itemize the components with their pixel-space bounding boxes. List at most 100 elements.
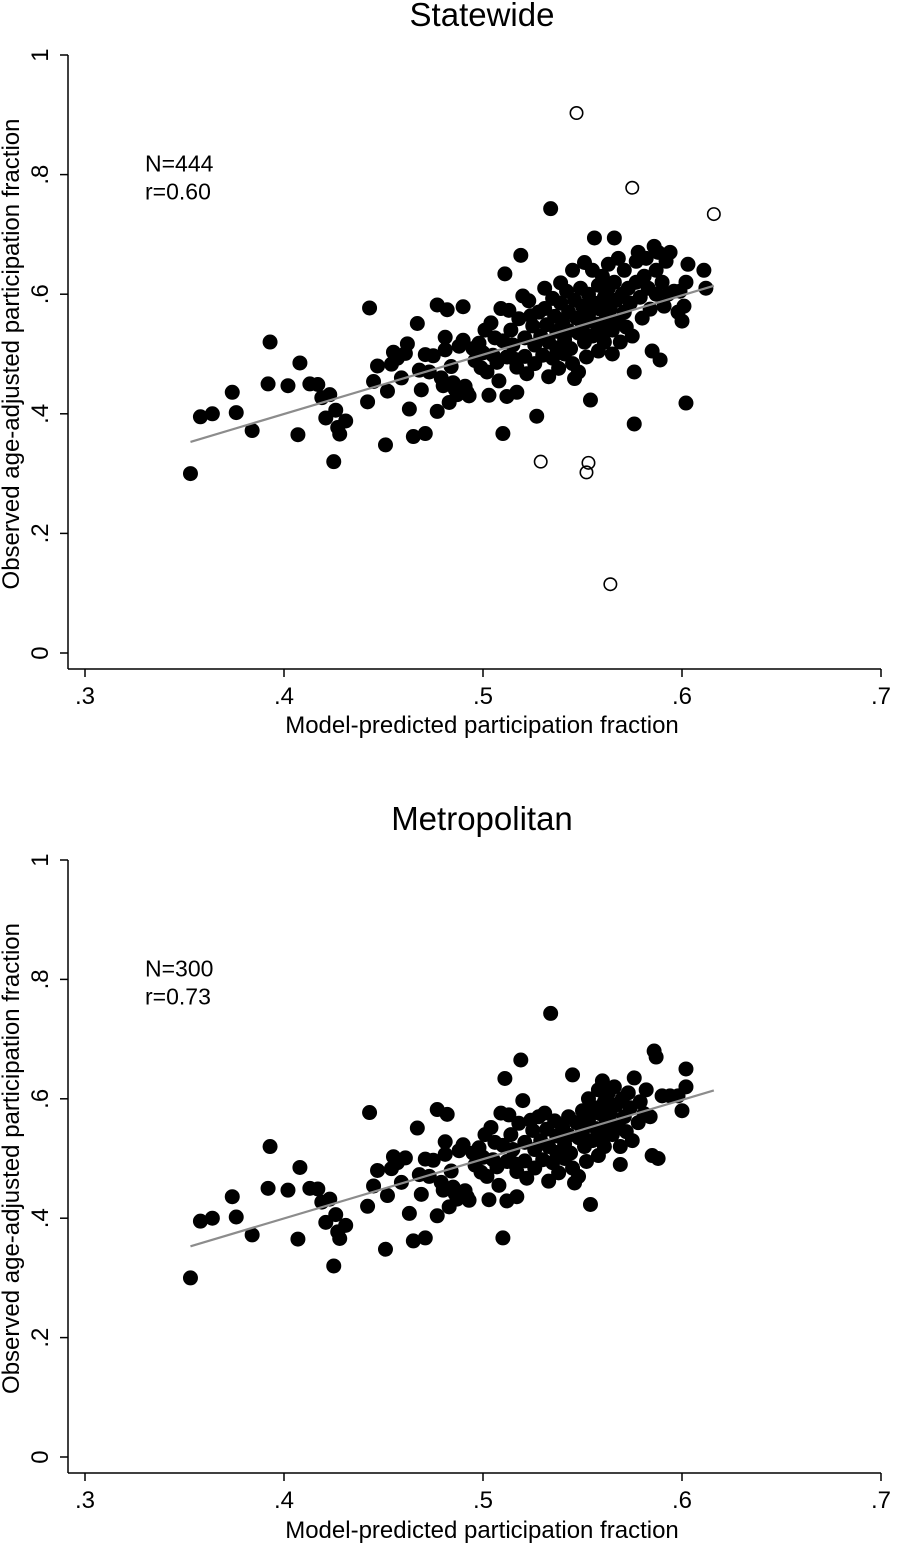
data-point [280,378,296,394]
data-point [481,387,497,403]
data-point [495,1230,511,1246]
data-point [224,1189,240,1205]
data-point [479,364,495,380]
data-point [519,366,535,382]
outlier-point [579,465,594,480]
data-point [578,1153,594,1169]
data-point [292,1159,308,1175]
data-point [565,262,581,278]
data-point [362,1105,378,1121]
data-point [541,1173,557,1189]
outlier-point [706,207,721,222]
outlier-point [533,454,548,469]
data-point [455,332,471,348]
data-point [318,1214,334,1230]
metropolitan-panel: Metropolitan .3 .4 .5 .6 .7 0 .2 .4 .6 .8 1 Model-pr… [0,800,891,1544]
y-tick-label: 1 [27,853,54,866]
x-tick-label: .4 [274,683,294,710]
data-point [654,274,670,290]
data-point [290,1231,306,1247]
y-tick-label: .4 [27,1208,54,1228]
data-point [674,313,690,329]
data-point [620,1085,636,1101]
data-point [626,364,642,380]
data-point [662,244,678,260]
data-point [543,1005,559,1021]
data-point [326,454,342,470]
data-point [674,1103,690,1119]
data-point [582,392,598,408]
data-point [326,1258,342,1274]
chart-title: Statewide [410,0,555,33]
data-point [280,1182,296,1198]
data-point [417,1230,433,1246]
data-point [461,1192,477,1208]
data-point [678,1079,694,1095]
data-point [501,1107,517,1123]
data-point [437,1134,453,1150]
data-point [429,1208,445,1224]
data-point [228,405,244,421]
annotation: r=0.60 [145,179,211,205]
data-point [377,437,393,453]
data-point [310,1181,326,1197]
y-tick-label: .6 [27,1089,54,1109]
data-point [612,1156,628,1172]
data-point [610,250,626,266]
data-point [624,1133,640,1149]
data-point [571,364,587,380]
data-point [204,1210,220,1226]
annotation: N=444 [145,151,214,177]
chart-title: Metropolitan [391,800,573,837]
data-point [515,1093,531,1109]
data-point [413,1186,429,1202]
data-point [680,256,696,272]
data-point [260,1180,276,1196]
data-point [586,230,602,246]
data-point [626,1070,642,1086]
statewide-panel: Statewide .3 .4 .5 .6 .7 0 .2 .4 .6 .8 1 Model-predi… [0,0,891,739]
y-tick-label: .8 [27,165,54,185]
y-tick-label: .8 [27,969,54,989]
x-tick-label: .7 [871,1487,891,1514]
data-point [606,230,622,246]
data-point [594,268,610,284]
data-point [495,426,511,442]
x-axis-label: Model-predicted participation fraction [285,1517,679,1544]
data-point [519,1170,535,1186]
data-point [417,426,433,442]
y-tick-label: .2 [27,523,54,543]
data-point [366,1178,382,1194]
outlier-point [603,577,618,592]
x-tick-label: .4 [274,1487,294,1514]
data-point [332,1230,348,1246]
data-point [509,384,525,400]
data-point [594,1073,610,1089]
data-point [537,301,553,317]
data-point [678,1061,694,1077]
data-point [409,316,425,332]
data-point [429,403,445,419]
data-point [461,388,477,404]
data-point [360,394,376,410]
data-point [224,384,240,400]
data-point [425,1152,441,1168]
x-tick-label: .5 [473,1487,493,1514]
outlier-point [569,106,584,121]
annotation: N=300 [145,955,213,981]
y-tick-label: .2 [27,1328,54,1348]
data-point [228,1209,244,1225]
data-point [503,322,519,338]
data-point [626,416,642,432]
data-point [678,274,694,290]
data-point [648,262,664,278]
data-point [541,369,557,385]
data-point [409,1120,425,1136]
data-point [439,302,455,318]
data-point [328,402,344,418]
x-axis-label: Model-predicted participation fraction [285,712,679,739]
data-point [501,302,517,318]
data-point [513,247,529,263]
x-tick-label: .3 [75,683,95,710]
